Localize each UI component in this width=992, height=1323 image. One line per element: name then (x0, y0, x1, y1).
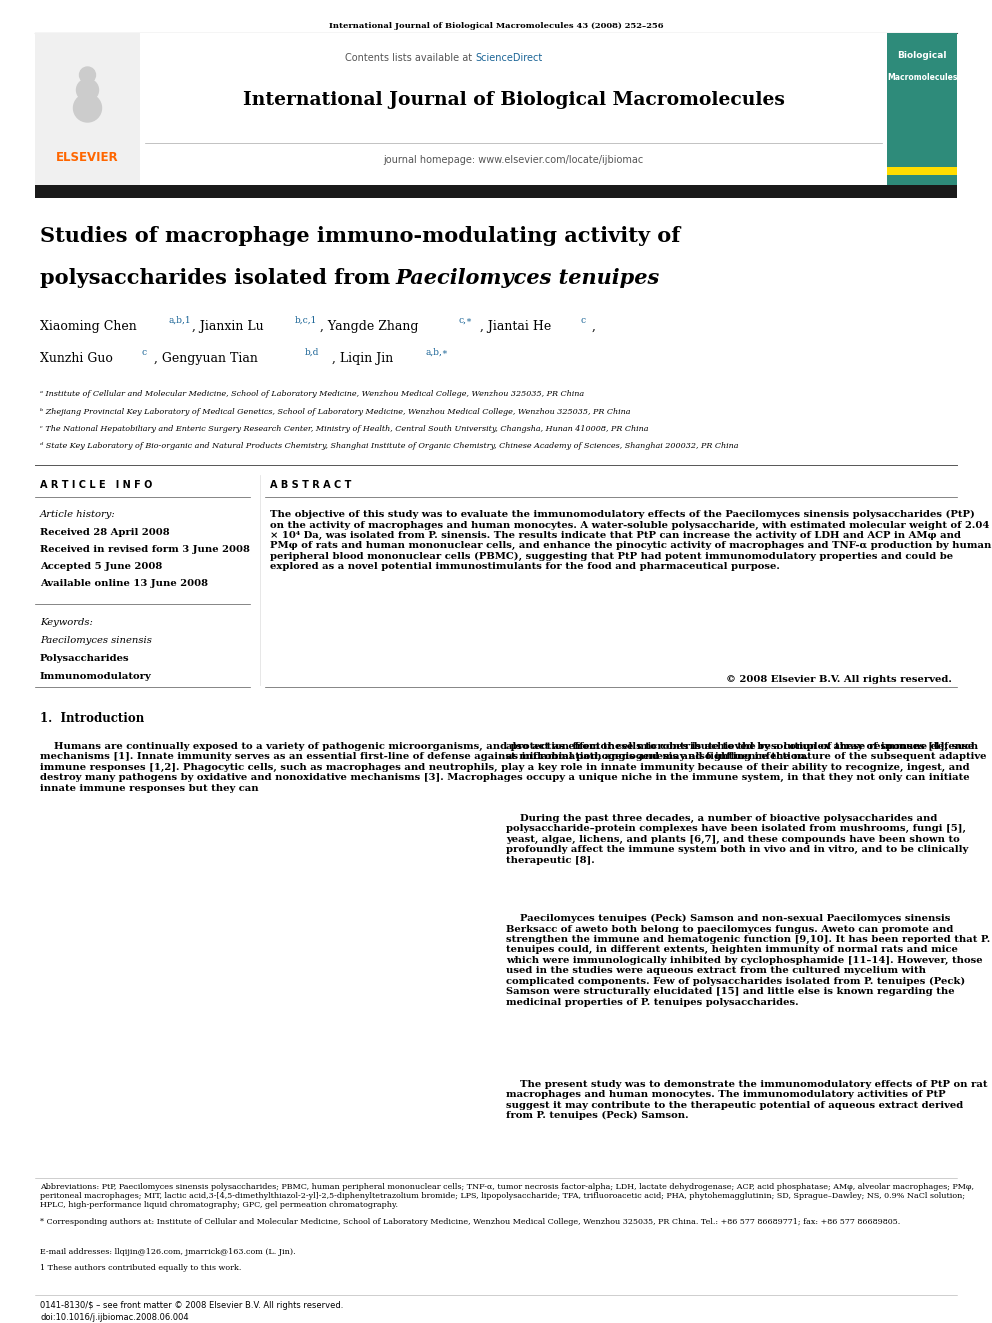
FancyBboxPatch shape (140, 33, 887, 185)
Circle shape (73, 94, 101, 122)
Text: The present study was to demonstrate the immunomodulatory effects of PtP on rat : The present study was to demonstrate the… (506, 1080, 987, 1121)
Text: 1.  Introduction: 1. Introduction (40, 712, 144, 725)
FancyBboxPatch shape (887, 167, 957, 175)
Text: 1 These authors contributed equally to this work.: 1 These authors contributed equally to t… (40, 1263, 241, 1271)
Text: ᵇ Zhejiang Provincial Key Laboratory of Medical Genetics, School of Laboratory M: ᵇ Zhejiang Provincial Key Laboratory of … (40, 407, 631, 415)
Circle shape (79, 67, 95, 83)
FancyBboxPatch shape (35, 33, 140, 185)
Text: Paecilomyces sinensis: Paecilomyces sinensis (40, 636, 152, 646)
Text: Abbreviations: PtP, Paecilomyces sinensis polysaccharides; PBMC, human periphera: Abbreviations: PtP, Paecilomyces sinensi… (40, 1183, 974, 1209)
Text: During the past three decades, a number of bioactive polysaccharides and polysac: During the past three decades, a number … (506, 814, 968, 865)
Text: polysaccharides isolated from: polysaccharides isolated from (40, 269, 398, 288)
Text: , Liqin Jin: , Liqin Jin (332, 352, 393, 365)
Text: Polysaccharides: Polysaccharides (40, 654, 130, 663)
Text: ELSEVIER: ELSEVIER (57, 151, 119, 164)
Text: Paecilomyces tenuipes (Peck) Samson and non-sexual Paecilomyces sinensis Berksac: Paecilomyces tenuipes (Peck) Samson and … (506, 914, 990, 1007)
Text: Received in revised form 3 June 2008: Received in revised form 3 June 2008 (40, 545, 250, 554)
Text: Immunomodulatory: Immunomodulatory (40, 672, 152, 681)
Text: a,b,∗: a,b,∗ (425, 348, 448, 357)
Text: Contents lists available at: Contents lists available at (345, 53, 475, 64)
Text: Biological: Biological (897, 52, 946, 60)
Text: A B S T R A C T: A B S T R A C T (270, 480, 351, 490)
Text: The objective of this study was to evaluate the immunomodulatory effects of the : The objective of this study was to evalu… (270, 509, 991, 572)
FancyBboxPatch shape (35, 33, 957, 185)
Text: a,b,1: a,b,1 (168, 316, 190, 325)
Text: b,c,1: b,c,1 (295, 316, 317, 325)
Text: ᶜ The National Hepatobiliary and Enteric Surgery Research Center, Ministry of He: ᶜ The National Hepatobiliary and Enteric… (40, 425, 649, 433)
Text: * Corresponding authors at: Institute of Cellular and Molecular Medicine, School: * Corresponding authors at: Institute of… (40, 1218, 901, 1226)
Text: Studies of macrophage immuno-modulating activity of: Studies of macrophage immuno-modulating … (40, 226, 681, 246)
FancyBboxPatch shape (887, 33, 957, 185)
Text: 0141-8130/$ – see front matter © 2008 Elsevier B.V. All rights reserved.: 0141-8130/$ – see front matter © 2008 El… (40, 1301, 343, 1310)
Circle shape (76, 79, 98, 101)
Text: Available online 13 June 2008: Available online 13 June 2008 (40, 579, 208, 587)
Text: Article history:: Article history: (40, 509, 116, 519)
Text: © 2008 Elsevier B.V. All rights reserved.: © 2008 Elsevier B.V. All rights reserved… (726, 675, 952, 684)
Text: also act as effector cells to contribute to the resolution of these responses [4: also act as effector cells to contribute… (506, 742, 978, 762)
Text: Received 28 April 2008: Received 28 April 2008 (40, 528, 170, 537)
Text: Macromolecules: Macromolecules (887, 73, 957, 82)
Text: , Yangde Zhang: , Yangde Zhang (320, 320, 419, 333)
Text: Paecilomyces tenuipes: Paecilomyces tenuipes (395, 269, 660, 288)
Text: ScienceDirect: ScienceDirect (475, 53, 543, 64)
Text: Xiaoming Chen: Xiaoming Chen (40, 320, 137, 333)
Text: E-mail addresses: llqijin@126.com, jmarrick@163.com (L. Jin).: E-mail addresses: llqijin@126.com, jmarr… (40, 1248, 296, 1256)
Text: International Journal of Biological Macromolecules 43 (2008) 252–256: International Journal of Biological Macr… (328, 22, 664, 30)
Text: c,∗: c,∗ (458, 316, 472, 325)
Text: , Jianxin Lu: , Jianxin Lu (192, 320, 264, 333)
Text: Humans are continually exposed to a variety of pathogenic microorganisms, and pr: Humans are continually exposed to a vari… (40, 742, 986, 792)
Text: Keywords:: Keywords: (40, 618, 93, 627)
Text: A R T I C L E   I N F O: A R T I C L E I N F O (40, 480, 153, 490)
FancyBboxPatch shape (35, 185, 957, 198)
Text: c: c (580, 316, 585, 325)
Text: b,d: b,d (305, 348, 319, 357)
Text: journal homepage: www.elsevier.com/locate/ijbiomac: journal homepage: www.elsevier.com/locat… (383, 155, 644, 165)
Text: doi:10.1016/j.ijbiomac.2008.06.004: doi:10.1016/j.ijbiomac.2008.06.004 (40, 1312, 188, 1322)
Text: International Journal of Biological Macromolecules: International Journal of Biological Macr… (243, 91, 785, 108)
Text: ,: , (592, 320, 596, 333)
Text: Accepted 5 June 2008: Accepted 5 June 2008 (40, 562, 163, 572)
Text: Xunzhi Guo: Xunzhi Guo (40, 352, 113, 365)
Text: c: c (142, 348, 147, 357)
Text: ᵈ State Key Laboratory of Bio-organic and Natural Products Chemistry, Shanghai I: ᵈ State Key Laboratory of Bio-organic an… (40, 442, 738, 451)
Text: , Jiantai He: , Jiantai He (480, 320, 552, 333)
Text: , Gengyuan Tian: , Gengyuan Tian (154, 352, 258, 365)
Text: ᵃ Institute of Cellular and Molecular Medicine, School of Laboratory Medicine, W: ᵃ Institute of Cellular and Molecular Me… (40, 390, 584, 398)
